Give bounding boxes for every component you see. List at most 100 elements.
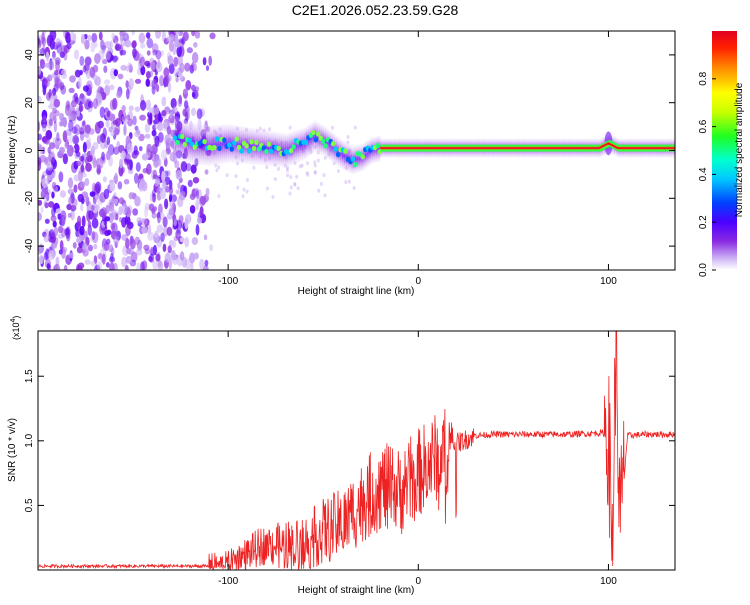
spectrogram-noise-cell [204,169,209,175]
spectrogram-envelope-column [296,129,299,163]
spectrogram-signal-cell [217,145,222,151]
spectrogram-signal-cell [288,147,294,154]
spectrogram-noise-cell [173,218,177,227]
spectrogram-noise-cell [49,111,55,122]
spectrogram-noise-cell [136,248,143,256]
spectrogram-noise-cell [93,243,98,250]
spectrogram-envelope-column [344,141,347,171]
spectrogram-envelope-column [287,132,290,167]
spectrogram-noise-cell [166,226,173,237]
spectrogram-noise-cell [189,252,196,264]
spectrogram-noise-cell [72,242,77,249]
spectrogram-noise-cell [154,230,159,238]
spectrogram-noise-cell [74,69,81,78]
spectrogram-signal-cell [303,139,309,146]
spectrogram-noise-cell [106,110,111,118]
spectrogram-noise-cell [142,167,149,174]
spectrogram-noise-cell [125,224,131,237]
spectrogram-noise-cell [245,178,249,183]
spectrogram-noise-cell [109,99,116,111]
spectrogram-noise-cell [84,193,89,203]
spectrogram-noise-cell [70,31,75,42]
spectrogram-noise-cell [288,125,292,130]
spectrogram-noise-cell [79,225,85,236]
spectrogram-signal-cell [313,137,319,143]
spectrogram-noise-cell [344,180,348,185]
spectrogram-noise-cell [94,53,101,65]
spectrogram-noise-cell [106,150,111,161]
spectrogram-envelope-column [298,129,301,162]
spectrogram-noise-cell [46,262,51,270]
spectrogram-noise-cell [107,244,114,253]
spectrogram-noise-cell [152,260,159,270]
spectrogram-noise-cell [101,58,108,65]
spectrogram-noise-cell [132,115,137,126]
spectrogram-noise-cell [95,181,102,194]
spectrogram-signal-cell [244,143,249,149]
spectrogram-envelope-column [366,139,370,167]
spectrogram-noise-cell [82,65,87,73]
spectrogram-noise-cell [347,179,351,184]
spectrogram-noise-cell [353,125,357,130]
snr-scale-close: ) [11,316,21,319]
spectrogram-signal-cell [187,137,192,144]
spectrogram-noise-cell [91,230,96,241]
spectrogram-xtick-label: 100 [600,276,617,287]
spectrogram-noise-cell [68,112,74,123]
spectrogram-noise-cell [144,133,151,139]
spectrogram-noise-cell [169,186,173,196]
spectrogram-noise-cell [126,114,130,120]
spectrogram-signal-cell [261,145,267,151]
spectrogram-envelope-column [365,141,368,169]
spectrogram-noise-cell [101,41,106,54]
spectrogram-noise-cell [49,142,56,150]
spectrogram-noise-cell [252,165,256,170]
spectrogram-noise-cell [161,96,167,107]
spectrogram-noise-cell [79,93,85,99]
spectrogram-envelope-column [328,130,332,161]
spectrogram-noise-cell [40,206,44,214]
spectrogram-signal-cell [236,144,242,151]
spectrogram-noise-cell [73,124,81,136]
snr-ytick-label: 1.0 [24,433,35,447]
spectrogram-noise-cell [139,42,146,49]
spectrogram-noise-cell [265,186,269,191]
spectrogram-noise-cell [103,188,110,200]
spectrogram-noise-cell [183,100,189,110]
spectrogram-noise-cell [48,228,55,240]
spectrogram-noise-cell [174,106,178,113]
spectrogram-noise-cell [194,86,200,92]
spectrogram-noise-cell [67,212,72,218]
spectrogram-noise-cell [70,100,77,108]
spectrogram-signal-cell [249,139,254,145]
spectrogram-noise-cell [42,115,47,123]
spectrogram-noise-cell [203,234,208,241]
spectrogram-envelope-column [313,120,316,152]
spectrogram-noise-cell [100,207,107,218]
spectrogram-noise-cell [99,106,105,119]
spectrogram-noise-cell [110,222,116,231]
spectrogram-signal-cell [276,145,281,151]
spectrogram-noise-cell [98,31,103,41]
spectrogram-noise-cell [187,179,193,187]
spectrogram-noise-cell [155,253,161,262]
spectrogram-noise-cell [38,199,43,206]
spectrogram-noise-cell [152,193,157,203]
spectrogram-noise-cell [65,31,72,44]
spectrogram-signal-cell [316,131,321,137]
spectrogram-noise-cell [45,51,50,62]
spectrogram-noise-cell [55,208,62,215]
spectrogram-noise-cell [62,153,69,165]
spectrogram-noise-cell [265,165,269,170]
spectrogram-noise-cell [55,37,61,45]
spectrogram-noise-cell [170,140,175,149]
spectrogram-noise-cell [79,130,85,142]
spectrogram-noise-cell [68,87,75,94]
spectrogram-noise-cell [120,49,127,56]
spectrogram-noise-cell [125,88,130,100]
spectrogram-noise-cell [118,158,124,169]
spectrogram-noise-cell [58,171,64,183]
spectrogram-noise-cell [100,133,106,143]
snr-frame [37,330,676,571]
spectrogram-noise-cell [152,169,157,178]
